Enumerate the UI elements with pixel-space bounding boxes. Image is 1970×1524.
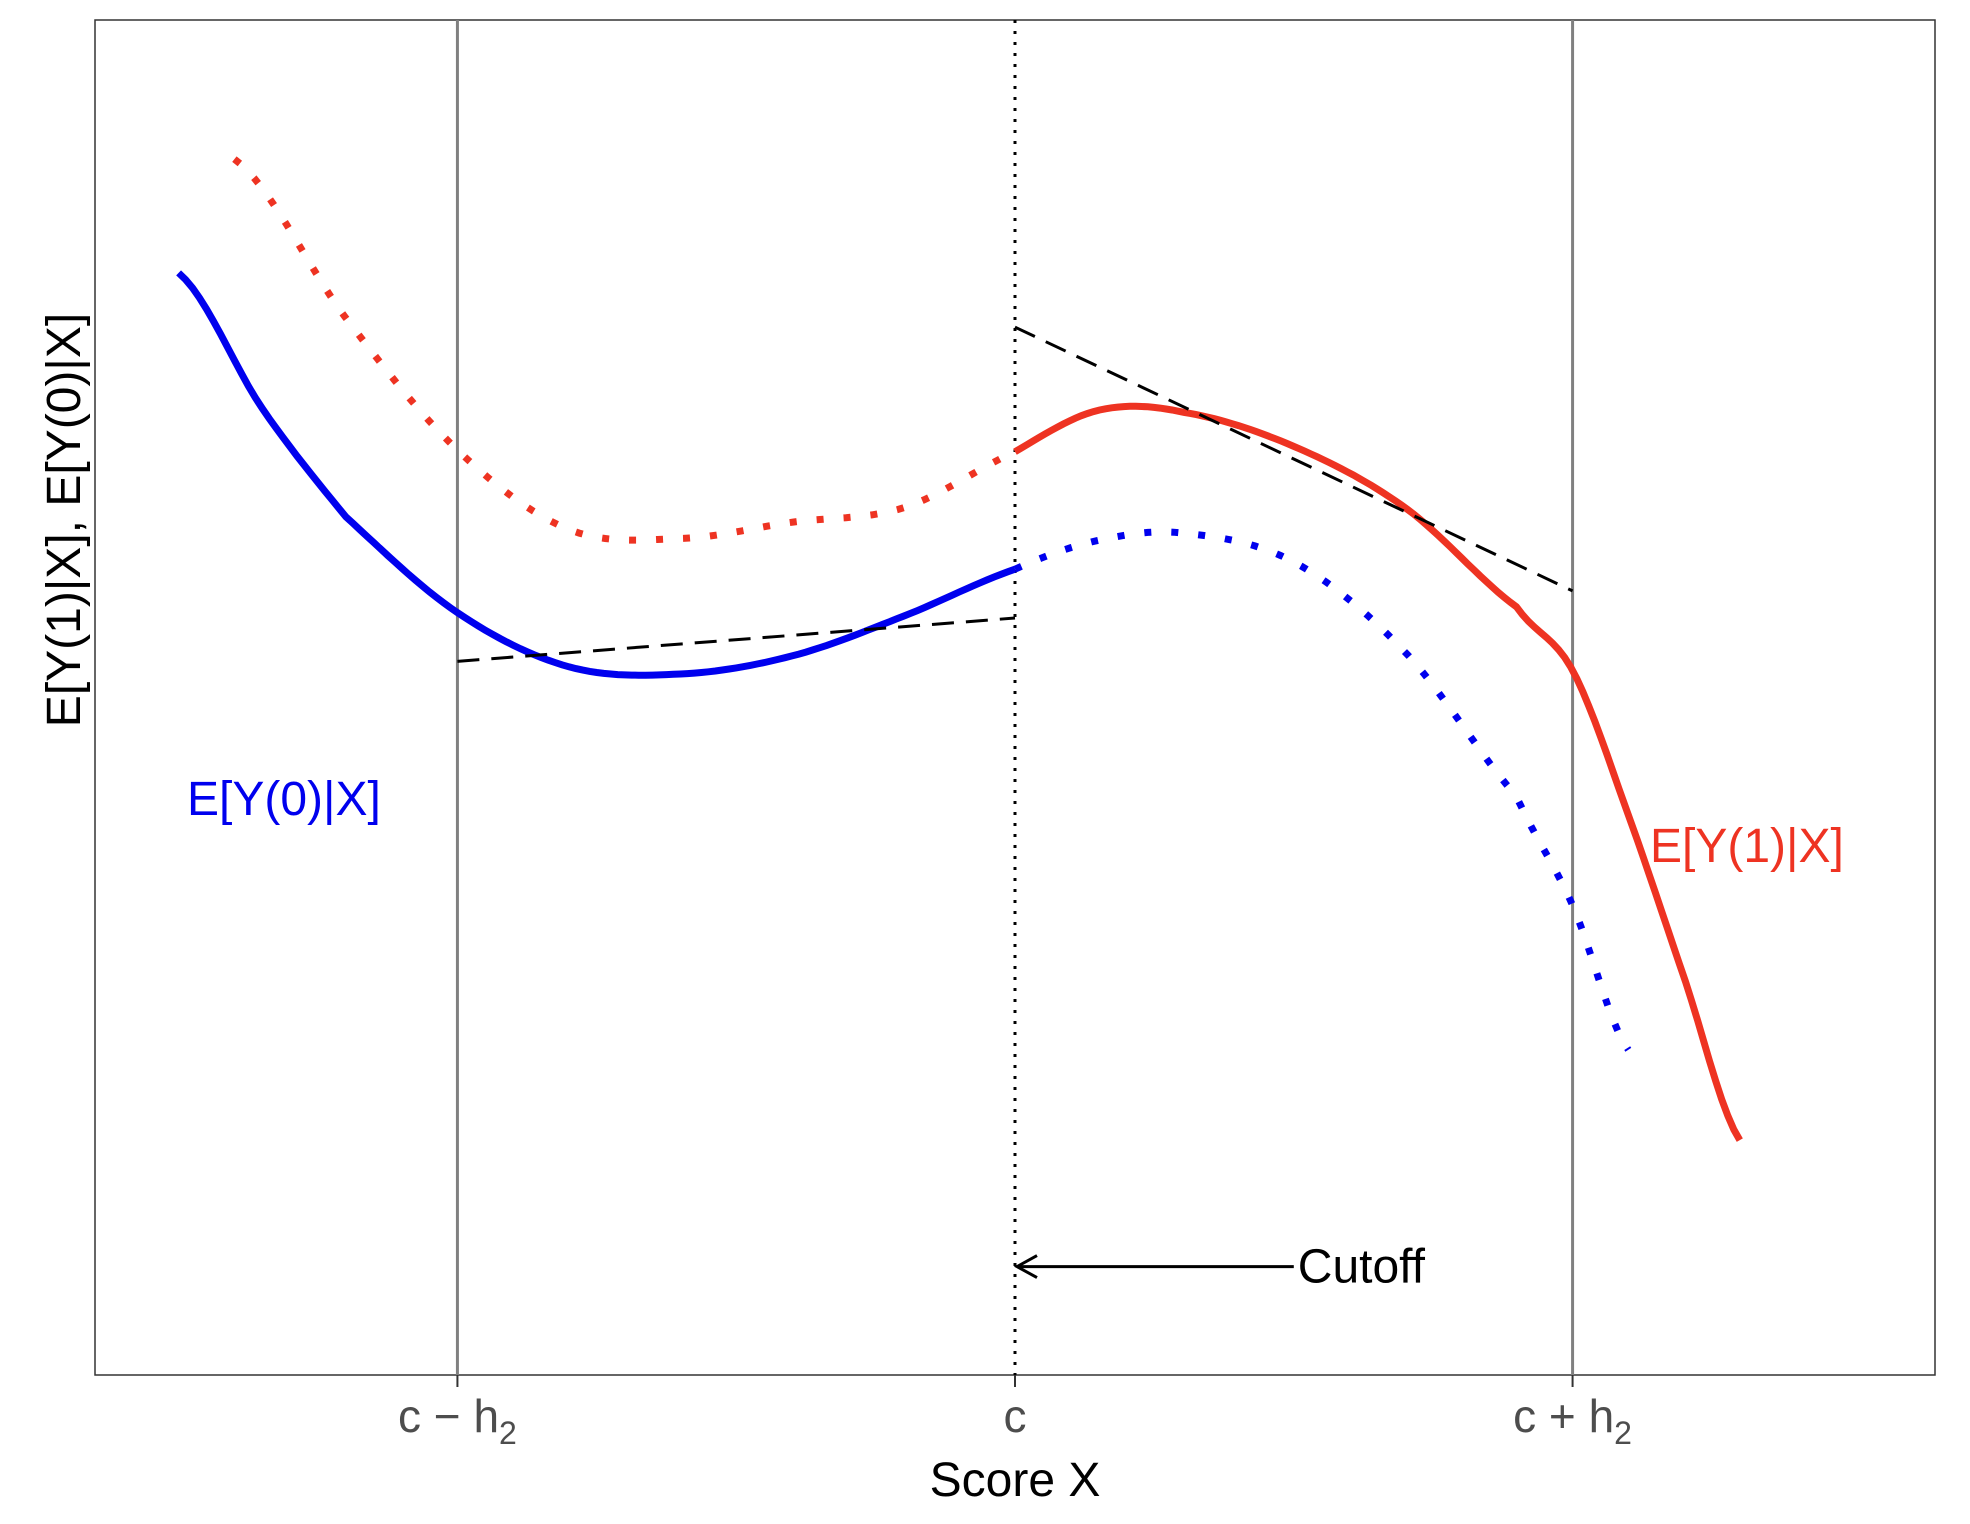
cutoff-arrow-head <box>1013 1254 1038 1279</box>
chart-marks <box>176 20 1743 1375</box>
plot-panel <box>94 19 1936 1376</box>
series-y1-counterfactual <box>232 156 1017 544</box>
x-axis-label: Score X <box>930 1454 1101 1507</box>
series-label-y0: E[Y(0)|X] <box>187 773 381 826</box>
y-axis-label: E[Y(1)|X], E[Y(0)|X] <box>38 313 91 727</box>
x-tick-label: c + h2 <box>1513 1390 1632 1451</box>
fit-line-left <box>457 616 1016 663</box>
cutoff-label: Cutoff <box>1298 1241 1426 1294</box>
series-y0-counterfactual <box>1013 528 1632 1052</box>
series-y0-observed <box>176 270 1017 679</box>
series-label-y1: E[Y(1)|X] <box>1650 820 1844 873</box>
series-y1-observed <box>1013 402 1743 1142</box>
fit-line-right <box>1014 325 1574 593</box>
x-tick-label: c <box>1004 1390 1027 1442</box>
plot-area <box>94 19 1936 1376</box>
x-tick-label: c − h2 <box>398 1390 517 1451</box>
x-axis-ticks: c − h2 c c + h2 <box>398 1375 1632 1451</box>
